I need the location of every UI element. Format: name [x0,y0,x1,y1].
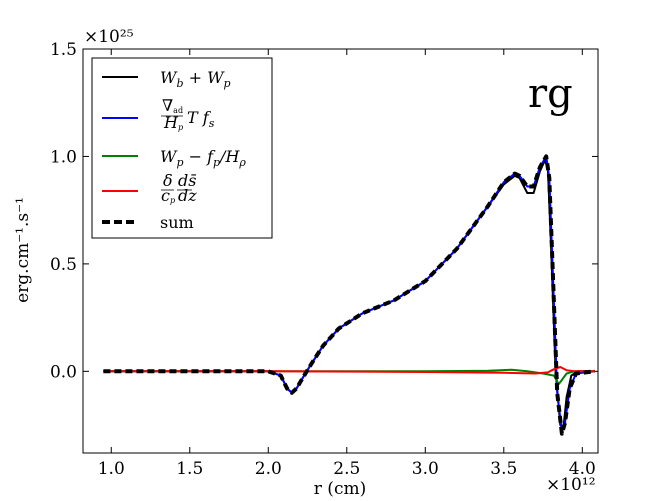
x-tick-label: 1.5 [176,459,203,479]
y-tick-label: 0.5 [50,255,77,275]
svg-text:T fs: T fs [187,108,215,130]
x-tick-label: 2.0 [255,459,282,479]
x-multiplier: ×10¹² [546,475,596,495]
x-tick-label: 4.0 [569,459,596,479]
chart-annotation: rg [528,71,573,117]
x-tick-label: 2.5 [333,459,360,479]
x-axis-label: r (cm) [314,479,366,499]
legend: Wb + Wp ∇ad Hp T fs Wp − fp/Hρ δ cp ds̄ … [91,57,273,239]
y-tick-label: 1.5 [50,40,77,60]
series-line-cp-ds-dz [103,366,595,375]
legend-frame [91,57,273,239]
legend-label-delta: δ cp ds̄ dz [161,171,197,205]
legend-label-wb-wp: Wb + Wp [160,68,231,90]
y-axis-label: erg.cm⁻¹.s⁻¹ [13,197,33,303]
ticks [83,48,598,453]
y-tick-label: 1.0 [50,147,77,167]
y-tick-label: 0.0 [50,362,77,382]
legend-label-sum: sum [160,213,194,232]
x-tick-label: 3.5 [490,459,517,479]
svg-text:δ: δ [163,171,173,190]
x-tick-label: 1.0 [98,459,125,479]
svg-text:ds̄: ds̄ [178,171,196,190]
x-tick-label: 3.0 [412,459,439,479]
y-multiplier: ×10²⁵ [84,27,134,47]
series-line-sum [103,154,596,436]
svg-text:dz: dz [178,186,197,205]
legend-label-wp-fp: Wp − fp/Hρ [160,147,246,169]
series-layer [103,154,596,436]
tick-labels: 1.0 1.5 2.0 2.5 3.0 3.5 4.0 0.0 0.5 1.0 1.5 [50,40,596,479]
